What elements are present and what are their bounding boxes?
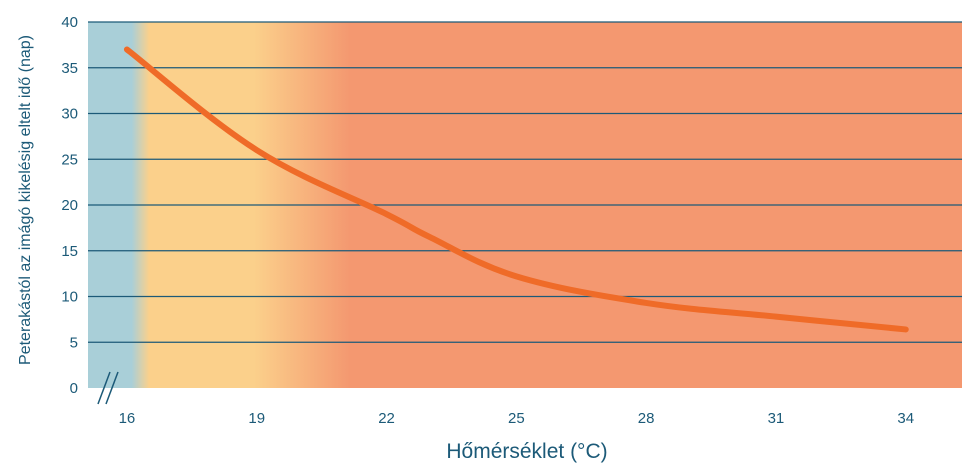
y-tick-label-25: 25 <box>61 151 78 168</box>
x-tick-label-22: 22 <box>378 410 395 427</box>
grid-lines <box>88 21 962 343</box>
x-tick-label-31: 31 <box>768 410 785 427</box>
series-layer <box>123 46 909 333</box>
y-tick-label-35: 35 <box>61 60 78 77</box>
y-tick-label-30: 30 <box>61 106 78 123</box>
x-axis-title: Hőmérséklet (°C) <box>446 440 607 463</box>
x-tick-label-34: 34 <box>897 410 914 427</box>
x-axis-ticks: 16 19 22 25 28 31 34 <box>119 410 914 427</box>
y-axis-ticks: 0 5 10 15 20 25 30 35 40 <box>61 14 78 397</box>
y-tick-label-40: 40 <box>61 14 78 31</box>
y-tick-label-20: 20 <box>61 197 78 214</box>
x-tick-label-25: 25 <box>508 410 525 427</box>
y-axis-title: Peterakástól az imágó kikelésig eltelt i… <box>17 35 34 365</box>
y-tick-label-5: 5 <box>70 334 78 351</box>
y-tick-label-10: 10 <box>61 289 78 306</box>
y-tick-label-15: 15 <box>61 243 78 260</box>
axis-break-mark <box>97 371 119 405</box>
y-tick-label-0: 0 <box>70 380 78 397</box>
x-tick-label-28: 28 <box>638 410 655 427</box>
x-tick-label-19: 19 <box>248 410 265 427</box>
x-tick-label-16: 16 <box>119 410 136 427</box>
series-line-0 <box>123 46 909 333</box>
